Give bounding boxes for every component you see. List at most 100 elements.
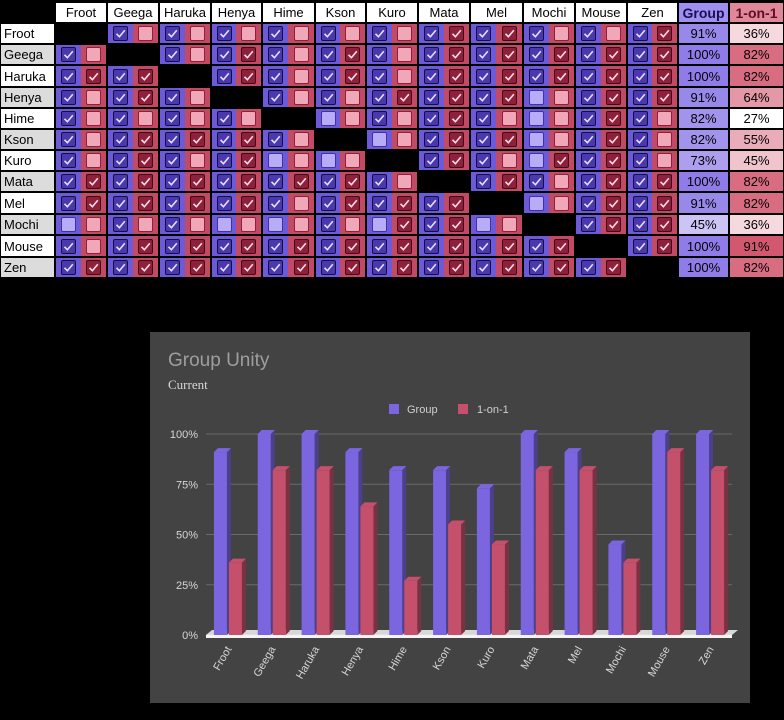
group-checkbox[interactable] xyxy=(476,47,491,62)
one-on-one-checkbox[interactable] xyxy=(606,153,621,168)
one-on-one-checkbox[interactable] xyxy=(86,217,101,232)
group-checkbox[interactable] xyxy=(424,238,439,254)
group-checkbox[interactable] xyxy=(632,26,648,41)
group-checkbox[interactable] xyxy=(632,195,648,211)
group-checkbox[interactable] xyxy=(529,195,544,211)
one-on-one-checkbox[interactable] xyxy=(345,47,360,62)
one-on-one-checkbox[interactable] xyxy=(657,111,672,126)
one-on-one-checkbox[interactable] xyxy=(449,195,464,211)
one-on-one-checkbox[interactable] xyxy=(293,260,309,275)
group-checkbox[interactable] xyxy=(61,47,76,62)
one-on-one-checkbox[interactable] xyxy=(657,90,672,105)
group-checkbox[interactable] xyxy=(268,26,283,41)
group-checkbox[interactable] xyxy=(216,153,232,168)
one-on-one-checkbox[interactable] xyxy=(606,217,621,232)
group-checkbox[interactable] xyxy=(61,238,76,254)
one-on-one-checkbox[interactable] xyxy=(345,238,360,254)
group-checkbox[interactable] xyxy=(529,68,544,84)
one-on-one-checkbox[interactable] xyxy=(554,47,569,62)
one-on-one-checkbox[interactable] xyxy=(241,238,256,254)
one-on-one-checkbox[interactable] xyxy=(501,90,517,105)
one-on-one-checkbox[interactable] xyxy=(293,174,309,189)
one-on-one-checkbox[interactable] xyxy=(554,238,569,254)
one-on-one-checkbox[interactable] xyxy=(241,68,256,84)
one-on-one-checkbox[interactable] xyxy=(86,111,101,126)
group-checkbox[interactable] xyxy=(476,68,491,84)
group-checkbox[interactable] xyxy=(61,217,76,232)
group-checkbox[interactable] xyxy=(424,153,439,168)
group-checkbox[interactable] xyxy=(165,153,180,168)
one-on-one-checkbox[interactable] xyxy=(293,90,309,105)
one-on-one-checkbox[interactable] xyxy=(397,68,412,84)
group-checkbox[interactable] xyxy=(61,195,76,211)
one-on-one-checkbox[interactable] xyxy=(241,47,256,62)
group-checkbox[interactable] xyxy=(581,47,596,62)
one-on-one-checkbox[interactable] xyxy=(138,195,153,211)
one-on-one-checkbox[interactable] xyxy=(606,90,621,105)
group-checkbox[interactable] xyxy=(372,68,387,84)
group-checkbox[interactable] xyxy=(165,260,180,275)
one-on-one-checkbox[interactable] xyxy=(138,26,153,41)
group-checkbox[interactable] xyxy=(476,174,491,189)
one-on-one-checkbox[interactable] xyxy=(190,260,205,275)
group-checkbox[interactable] xyxy=(216,68,232,84)
group-checkbox[interactable] xyxy=(320,238,336,254)
group-checkbox[interactable] xyxy=(320,153,336,168)
one-on-one-checkbox[interactable] xyxy=(606,111,621,126)
one-on-one-checkbox[interactable] xyxy=(449,260,464,275)
one-on-one-checkbox[interactable] xyxy=(554,111,569,126)
group-checkbox[interactable] xyxy=(632,174,648,189)
group-checkbox[interactable] xyxy=(268,260,283,275)
one-on-one-checkbox[interactable] xyxy=(345,111,360,126)
group-checkbox[interactable] xyxy=(320,174,336,189)
group-checkbox[interactable] xyxy=(372,111,387,126)
one-on-one-checkbox[interactable] xyxy=(657,174,672,189)
group-checkbox[interactable] xyxy=(372,260,387,275)
group-checkbox[interactable] xyxy=(424,132,439,147)
one-on-one-checkbox[interactable] xyxy=(397,174,412,189)
one-on-one-checkbox[interactable] xyxy=(293,238,309,254)
one-on-one-checkbox[interactable] xyxy=(86,174,101,189)
one-on-one-checkbox[interactable] xyxy=(449,47,464,62)
group-checkbox[interactable] xyxy=(372,47,387,62)
group-checkbox[interactable] xyxy=(320,195,336,211)
group-checkbox[interactable] xyxy=(320,47,336,62)
one-on-one-checkbox[interactable] xyxy=(501,68,517,84)
group-checkbox[interactable] xyxy=(268,238,283,254)
one-on-one-checkbox[interactable] xyxy=(86,153,101,168)
group-checkbox[interactable] xyxy=(632,90,648,105)
one-on-one-checkbox[interactable] xyxy=(657,47,672,62)
one-on-one-checkbox[interactable] xyxy=(293,47,309,62)
group-checkbox[interactable] xyxy=(165,47,180,62)
group-checkbox[interactable] xyxy=(165,26,180,41)
group-checkbox[interactable] xyxy=(581,26,596,41)
group-checkbox[interactable] xyxy=(216,132,232,147)
group-checkbox[interactable] xyxy=(268,90,283,105)
group-checkbox[interactable] xyxy=(529,26,544,41)
group-checkbox[interactable] xyxy=(529,111,544,126)
group-checkbox[interactable] xyxy=(113,217,128,232)
one-on-one-checkbox[interactable] xyxy=(241,260,256,275)
group-checkbox[interactable] xyxy=(216,238,232,254)
group-checkbox[interactable] xyxy=(216,26,232,41)
group-checkbox[interactable] xyxy=(113,90,128,105)
group-checkbox[interactable] xyxy=(476,238,491,254)
one-on-one-checkbox[interactable] xyxy=(345,68,360,84)
one-on-one-checkbox[interactable] xyxy=(241,153,256,168)
group-checkbox[interactable] xyxy=(424,68,439,84)
group-checkbox[interactable] xyxy=(320,68,336,84)
one-on-one-checkbox[interactable] xyxy=(397,260,412,275)
group-checkbox[interactable] xyxy=(268,47,283,62)
one-on-one-checkbox[interactable] xyxy=(345,26,360,41)
one-on-one-checkbox[interactable] xyxy=(293,68,309,84)
one-on-one-checkbox[interactable] xyxy=(606,174,621,189)
one-on-one-checkbox[interactable] xyxy=(397,132,412,147)
one-on-one-checkbox[interactable] xyxy=(190,217,205,232)
one-on-one-checkbox[interactable] xyxy=(293,195,309,211)
one-on-one-checkbox[interactable] xyxy=(345,260,360,275)
one-on-one-checkbox[interactable] xyxy=(397,238,412,254)
group-checkbox[interactable] xyxy=(372,195,387,211)
group-checkbox[interactable] xyxy=(165,238,180,254)
group-checkbox[interactable] xyxy=(529,132,544,147)
group-checkbox[interactable] xyxy=(581,90,596,105)
